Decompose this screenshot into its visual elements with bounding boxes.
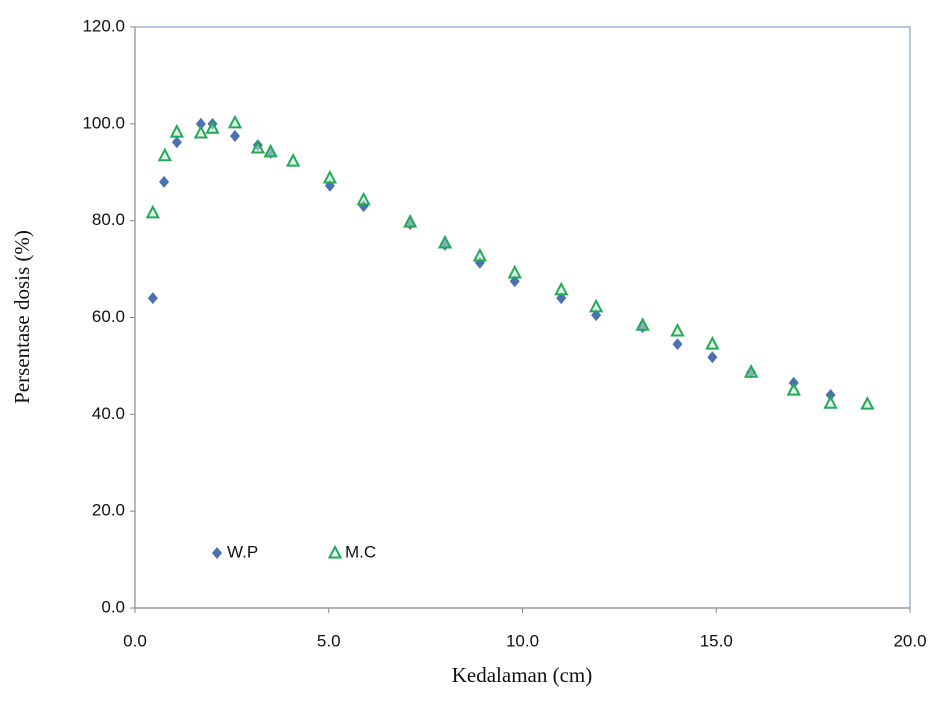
- x-tick-label: 0.0: [123, 631, 147, 650]
- y-tick-label: 0.0: [101, 597, 125, 616]
- point: [193, 124, 209, 139]
- point: [250, 139, 265, 154]
- point: [171, 136, 182, 149]
- point: [588, 298, 604, 313]
- point: [145, 204, 160, 219]
- point: [472, 247, 488, 262]
- x-tick-label: 10.0: [506, 631, 539, 650]
- y-tick-label: 60.0: [92, 307, 125, 326]
- point: [823, 395, 838, 409]
- point: [322, 169, 338, 184]
- legend-marker: [212, 547, 222, 559]
- x-axis-label: Kedalaman (cm): [452, 663, 593, 687]
- point: [554, 281, 569, 296]
- point: [672, 338, 683, 351]
- legend-label: W.P: [227, 542, 258, 561]
- x-tick-label: 5.0: [317, 631, 341, 650]
- y-tick-label: 20.0: [92, 501, 125, 520]
- point: [147, 292, 158, 305]
- y-tick-label: 80.0: [92, 210, 125, 229]
- point: [229, 129, 240, 142]
- point: [635, 317, 650, 331]
- point: [825, 388, 836, 401]
- y-tick-label: 40.0: [92, 404, 125, 423]
- legend-label: M.C: [345, 542, 376, 561]
- point: [356, 191, 371, 206]
- point: [670, 322, 685, 337]
- point: [402, 213, 418, 228]
- legend-marker: [327, 544, 343, 559]
- point: [860, 396, 875, 410]
- point: [743, 364, 759, 378]
- y-tick-label: 100.0: [82, 113, 125, 132]
- point: [705, 335, 720, 350]
- point: [169, 123, 185, 138]
- point: [195, 117, 206, 130]
- plot-frame: [134, 26, 911, 609]
- point: [285, 152, 301, 167]
- x-tick-label: 15.0: [700, 631, 733, 650]
- point: [157, 147, 172, 162]
- point: [159, 175, 170, 188]
- point: [437, 234, 453, 249]
- point: [507, 264, 522, 279]
- point: [786, 381, 801, 396]
- point: [263, 143, 278, 158]
- x-tick-label: 20.0: [893, 631, 926, 650]
- y-axis-label: Persentase dosis (%): [10, 230, 34, 404]
- y-tick-label: 120.0: [82, 16, 125, 35]
- point: [227, 114, 243, 129]
- point: [707, 351, 718, 364]
- point: [205, 120, 220, 134]
